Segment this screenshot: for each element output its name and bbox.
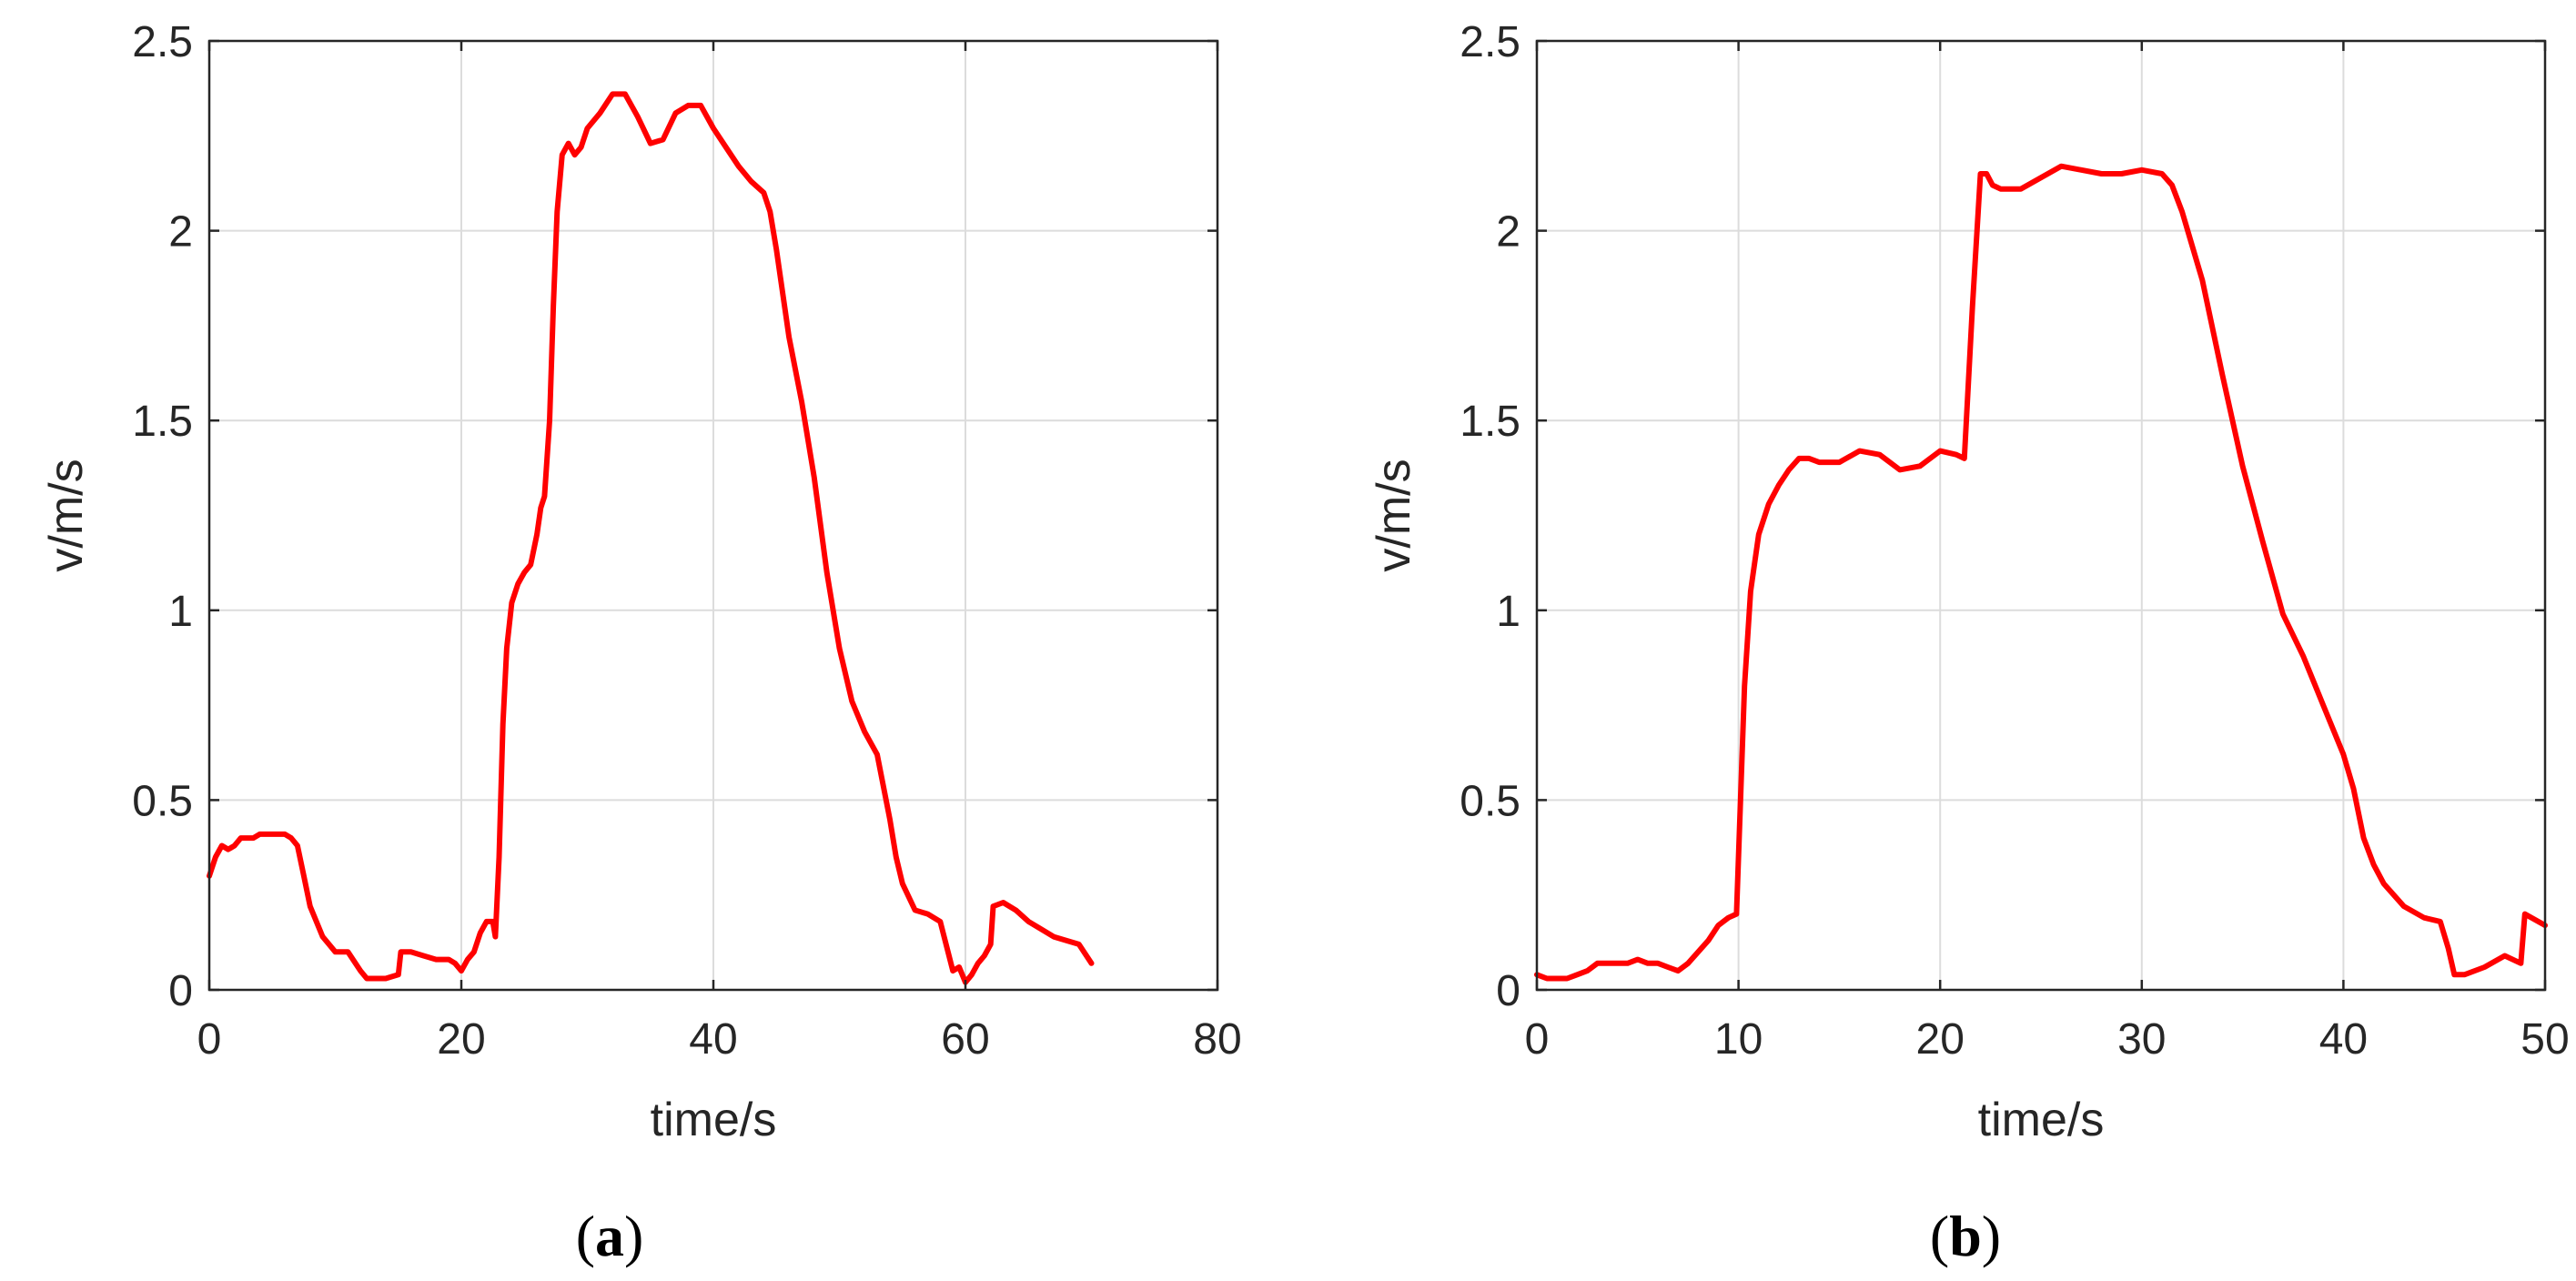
series-line-b-0 <box>1534 163 2548 982</box>
x-tick-label-b-0: 0 <box>1525 1015 1550 1064</box>
panel-label-open-paren: ( <box>1930 1204 1949 1268</box>
chart-panel-b: 0 10 20 30 40 50 0 0.5 1 1.5 2 2.5 time/s v/m/s (b) <box>1368 18 2570 1268</box>
panel-label-close-paren: ) <box>1982 1204 2001 1268</box>
y-tick-label-b-0: 0 <box>1496 967 1520 1015</box>
y-tick-label-a-5: 2.5 <box>132 18 193 66</box>
grid-b <box>1537 41 2545 990</box>
y-tick-label-b-5: 2.5 <box>1460 18 1520 66</box>
grid-a <box>209 41 1217 990</box>
y-axis-label-b: v/m/s <box>1368 459 1420 571</box>
series-b <box>1534 163 2548 982</box>
panel-label-close-paren: ) <box>624 1204 643 1268</box>
y-axis-label-a: v/m/s <box>40 459 93 571</box>
y-tick-label-a-0: 0 <box>168 967 193 1015</box>
panel-label-letter-b: b <box>1949 1204 1982 1268</box>
x-axis-label-b: time/s <box>1978 1094 2105 1146</box>
x-axis-label-a: time/s <box>651 1094 777 1146</box>
y-tick-label-b-3: 1.5 <box>1460 398 1520 446</box>
panel-label-open-paren: ( <box>576 1204 595 1268</box>
y-tick-label-a-2: 1 <box>168 588 193 636</box>
y-tick-label-b-4: 2 <box>1496 208 1520 257</box>
ticks-b: 0 10 20 30 40 50 0 0.5 1 1.5 2 2.5 <box>1460 18 2569 1064</box>
x-tick-label-b-4: 40 <box>2319 1015 2368 1064</box>
series-a <box>207 91 1095 985</box>
x-tick-label-b-2: 20 <box>1916 1015 1965 1064</box>
x-tick-label-a-2: 40 <box>689 1015 737 1064</box>
x-tick-label-a-4: 80 <box>1193 1015 1241 1064</box>
panel-label-letter-a: a <box>595 1204 624 1268</box>
y-tick-label-a-1: 0.5 <box>132 777 193 825</box>
series-line-a-0 <box>207 91 1095 985</box>
y-tick-label-a-3: 1.5 <box>132 398 193 446</box>
x-tick-label-a-0: 0 <box>197 1015 222 1064</box>
x-tick-label-a-3: 60 <box>941 1015 989 1064</box>
ticks-a: 0 20 40 60 80 0 0.5 1 1.5 2 2.5 <box>132 18 1241 1064</box>
panel-label-b: (b) <box>1930 1204 2001 1268</box>
panel-label-a: (a) <box>576 1204 644 1268</box>
chart-panel-a: 0 20 40 60 80 0 0.5 1 1.5 2 2.5 time/s v/m/s (a) <box>40 18 1242 1268</box>
x-tick-label-b-3: 30 <box>2117 1015 2166 1064</box>
x-tick-label-b-1: 10 <box>1714 1015 1763 1064</box>
y-tick-label-b-1: 0.5 <box>1460 777 1520 825</box>
x-tick-label-b-5: 50 <box>2520 1015 2569 1064</box>
y-tick-label-b-2: 1 <box>1496 588 1520 636</box>
plot-frame-b <box>1535 39 2547 992</box>
y-tick-label-a-4: 2 <box>168 208 193 257</box>
x-tick-label-a-1: 20 <box>437 1015 485 1064</box>
